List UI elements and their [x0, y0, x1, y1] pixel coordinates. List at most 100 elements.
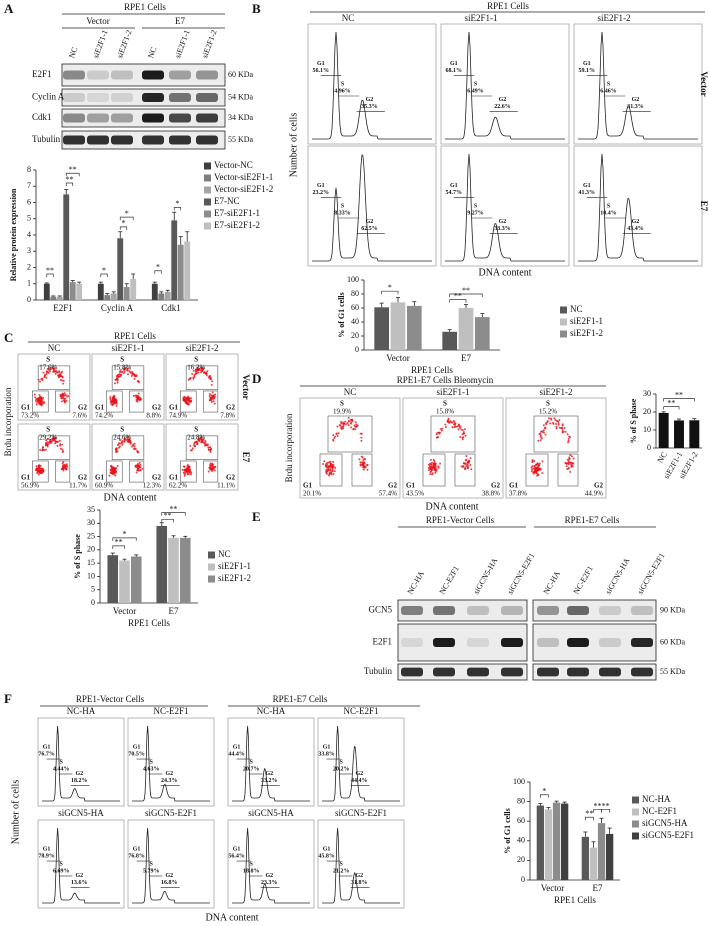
legend-swatch — [632, 796, 639, 804]
significance-bracket — [161, 512, 186, 516]
gate-percent: 10.4% — [600, 210, 617, 216]
scatter-dot — [449, 420, 452, 423]
significance-label: ** — [164, 511, 172, 520]
scatter-dot — [114, 450, 117, 453]
scatter-dot — [334, 466, 337, 469]
gate-percent: 56.9% — [21, 482, 39, 490]
blot-band — [599, 638, 621, 647]
gate-percent: 35.3% — [361, 104, 378, 110]
scatter-dot — [444, 425, 447, 428]
x-axis-title: RPE1 Cells — [128, 618, 170, 628]
scatter-dot — [114, 470, 117, 473]
scatter-dot — [183, 474, 186, 477]
scatter-dot — [542, 429, 545, 432]
scatter-dot — [62, 469, 65, 472]
gate-label: S — [607, 81, 611, 87]
lane-label: siGCN5-HA — [604, 556, 632, 596]
scatter-dot — [193, 442, 196, 445]
blot-band — [433, 638, 455, 647]
gate-label: G1 — [406, 482, 415, 490]
lane-label: siGCN5-HA — [472, 556, 500, 596]
legend-swatch — [204, 210, 211, 218]
scatter-dot — [136, 396, 139, 399]
gate-percent: 5.79% — [143, 868, 160, 874]
scatter-dot — [44, 442, 47, 445]
gate-percent: 29.2% — [39, 434, 57, 442]
column-label: NC-HA — [67, 706, 96, 716]
gate-label: G1 — [509, 482, 518, 490]
scatter-dot — [463, 428, 466, 431]
scatter-dot — [40, 378, 43, 381]
histogram-curve — [578, 153, 698, 262]
scatter-dot — [328, 461, 331, 464]
scatter-dot — [189, 444, 192, 447]
scatter-dot — [207, 470, 210, 473]
blot-frame — [532, 599, 657, 622]
gate-label: G2 — [75, 771, 83, 777]
scatter-dot — [558, 426, 561, 429]
gate-label: S — [340, 759, 344, 765]
gate-percent: 16.2% — [187, 364, 205, 372]
scatter-dot — [347, 416, 350, 419]
scatter-dot — [58, 375, 61, 378]
gate-s — [533, 415, 579, 453]
label: RPE1 Cells — [487, 1, 529, 11]
bar — [179, 537, 191, 603]
scatter-dot — [332, 434, 335, 437]
significance-bracket — [601, 809, 610, 813]
y-axis-title: Brdu incorporation — [284, 413, 294, 482]
y-tick-label: 20 — [517, 855, 525, 864]
scatter-dot — [189, 470, 192, 473]
gate-label: S — [46, 356, 50, 364]
scatter-dot — [553, 417, 556, 420]
scatter-dot — [211, 466, 214, 469]
scatter-dot — [111, 397, 114, 400]
scatter-dot — [531, 461, 534, 464]
y-axis-title: % of S phase — [73, 534, 82, 579]
scatter-dot — [138, 461, 141, 464]
scatter-dot — [120, 371, 123, 374]
scatter-dot — [137, 395, 140, 398]
gate-label: S — [341, 81, 345, 87]
scatter-dot — [366, 468, 369, 471]
scatter-dot — [544, 433, 547, 436]
scatter-dot — [360, 455, 363, 458]
scatter-dot — [567, 441, 570, 444]
scatter-dot — [572, 457, 575, 460]
scatter-dot — [134, 465, 137, 468]
gate-label: G1 — [583, 61, 591, 67]
scatter-dot — [114, 398, 117, 401]
blot-band — [537, 606, 559, 615]
scatter-dot — [208, 394, 211, 397]
blot-frame — [532, 663, 657, 681]
x-axis-title: DNA content — [425, 501, 478, 512]
y-tick-label: 6 — [27, 197, 31, 206]
gate-percent: 56.1% — [313, 68, 330, 74]
scatter-dot — [129, 371, 132, 374]
gate-percent: 4.96% — [334, 88, 351, 94]
gate-label: G1 — [43, 846, 51, 852]
gate-label: S — [194, 356, 198, 364]
scatter-dot — [336, 434, 339, 437]
blot-band — [169, 70, 191, 80]
scatter-dot — [533, 460, 536, 463]
scatter-dot — [47, 371, 50, 374]
gate-percent: 18.8% — [243, 868, 260, 874]
scatter-dot — [363, 462, 366, 465]
gate-label: S — [46, 426, 50, 434]
scatter-dot — [114, 474, 117, 477]
blot-band — [169, 113, 191, 123]
scatter-dot — [567, 463, 570, 466]
scatter-dot — [197, 439, 200, 442]
y-tick-label: 0 — [27, 295, 31, 304]
scatter-dot — [66, 465, 69, 468]
scatter-dot — [54, 442, 57, 445]
scatter-dot — [446, 420, 449, 423]
scatter-dot — [134, 394, 137, 397]
legend-label: Vector-siE2F1-1 — [214, 172, 273, 182]
gate-label: G2 — [355, 771, 363, 777]
histogram-curve — [132, 827, 210, 904]
scatter-dot — [59, 447, 62, 450]
histogram-frame — [317, 819, 405, 909]
scatter-dot — [549, 417, 552, 420]
